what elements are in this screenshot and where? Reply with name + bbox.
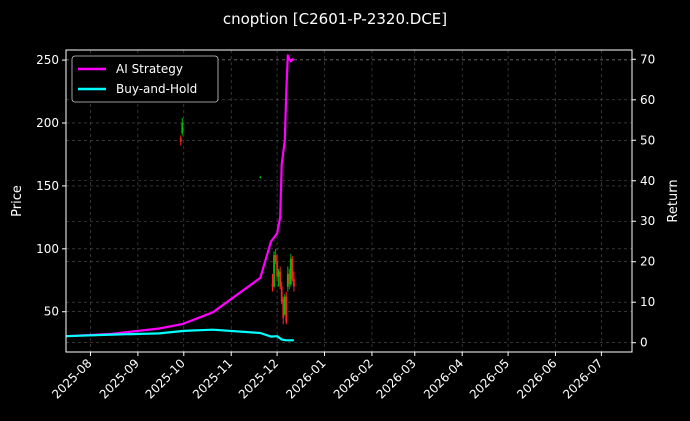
candle-body	[286, 273, 289, 287]
candle-body	[274, 255, 277, 262]
legend-box	[71, 55, 219, 103]
y-tick-label-left: 250	[36, 53, 59, 67]
ai-strategy-line	[65, 54, 295, 338]
y-tick-label-left: 100	[36, 242, 59, 256]
legend: AI Strategy Buy-and-Hold	[71, 55, 219, 103]
candle-body	[283, 296, 286, 315]
y-axis-label-left: Price	[10, 185, 25, 217]
candle-body	[293, 279, 295, 287]
legend-label-buy-and-hold: Buy-and-Hold	[116, 82, 197, 96]
y-tick-label-left: 200	[36, 116, 59, 130]
candle-body	[291, 258, 294, 280]
candle-body	[280, 286, 283, 302]
candle-body	[259, 177, 262, 179]
chart-title: cnoption [C2601-P-2320.DCE]	[223, 10, 447, 28]
grid-lines	[66, 50, 632, 352]
y-tick-label-right: 60	[640, 93, 655, 107]
y-tick-label-left: 50	[44, 305, 59, 319]
y-tick-label-right: 10	[640, 295, 655, 309]
candle-body	[271, 284, 274, 287]
y-tick-label-right: 70	[640, 52, 655, 66]
candle-body	[276, 261, 279, 277]
candle-body	[282, 299, 285, 319]
y-tick-label-right: 40	[640, 174, 655, 188]
y-tick-label-right: 30	[640, 214, 655, 228]
candle-body	[285, 296, 288, 322]
candle-body	[273, 255, 275, 287]
y-tick-label-right: 0	[640, 336, 648, 350]
y-tick-label-left: 150	[36, 179, 59, 193]
candle-body	[288, 273, 291, 285]
candle-body	[289, 258, 292, 285]
candle-body	[181, 122, 184, 134]
y-tick-label-right: 20	[640, 255, 655, 269]
buy-and-hold-line	[65, 328, 294, 342]
candlesticks	[179, 117, 295, 325]
y-tick-label-right: 50	[640, 133, 655, 147]
y-axis-label-right: Return	[666, 179, 681, 222]
candle-body	[277, 271, 280, 277]
candle-body	[179, 138, 182, 142]
candle-body	[279, 271, 282, 287]
series-lines	[65, 54, 295, 342]
plot-frame	[65, 49, 633, 353]
legend-label-ai-strategy: AI Strategy	[116, 62, 183, 76]
